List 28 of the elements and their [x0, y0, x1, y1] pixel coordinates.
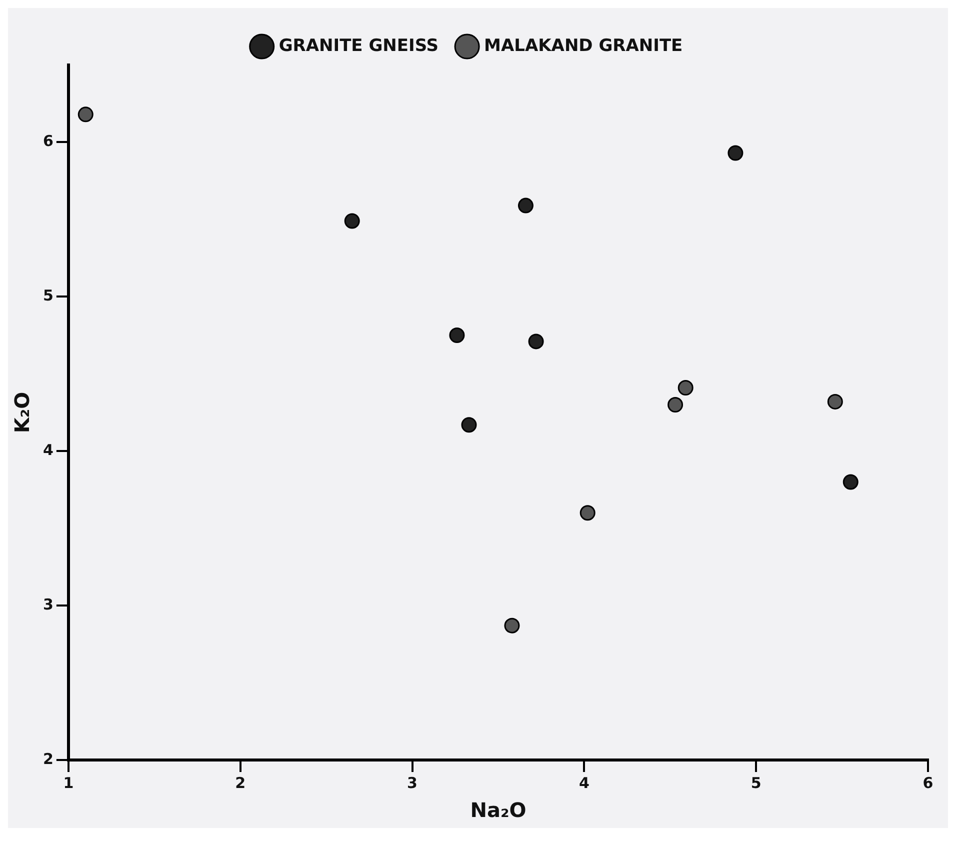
point — [580, 505, 596, 521]
y-tick-label: 6 — [43, 132, 54, 150]
y-tick-label: 4 — [43, 441, 54, 459]
point — [504, 618, 520, 634]
x-tick-label: 2 — [235, 774, 246, 792]
x-tick-label: 1 — [63, 774, 74, 792]
point — [518, 198, 534, 214]
x-tick-label: 5 — [750, 774, 762, 792]
y-axis-title: K₂O — [10, 392, 34, 434]
point — [728, 145, 744, 161]
point — [344, 213, 360, 229]
y-tick-label: 2 — [43, 750, 54, 768]
point — [678, 380, 694, 396]
point — [842, 474, 858, 490]
x-tick-label: 6 — [922, 774, 934, 792]
legend-label: GRANITE GNEISS — [278, 36, 439, 56]
legend-label: MALAKAND GRANITE — [484, 36, 683, 56]
point — [668, 397, 684, 413]
point — [449, 328, 465, 344]
y-tick-label: 3 — [43, 595, 54, 614]
point — [827, 394, 843, 410]
x-tick-label: 4 — [578, 774, 590, 792]
point — [78, 106, 94, 122]
point — [528, 334, 544, 350]
y-tick-label: 5 — [43, 286, 54, 305]
point — [461, 417, 477, 433]
x-axis-title: Na₂O — [470, 798, 526, 822]
x-tick-label: 3 — [407, 774, 418, 792]
